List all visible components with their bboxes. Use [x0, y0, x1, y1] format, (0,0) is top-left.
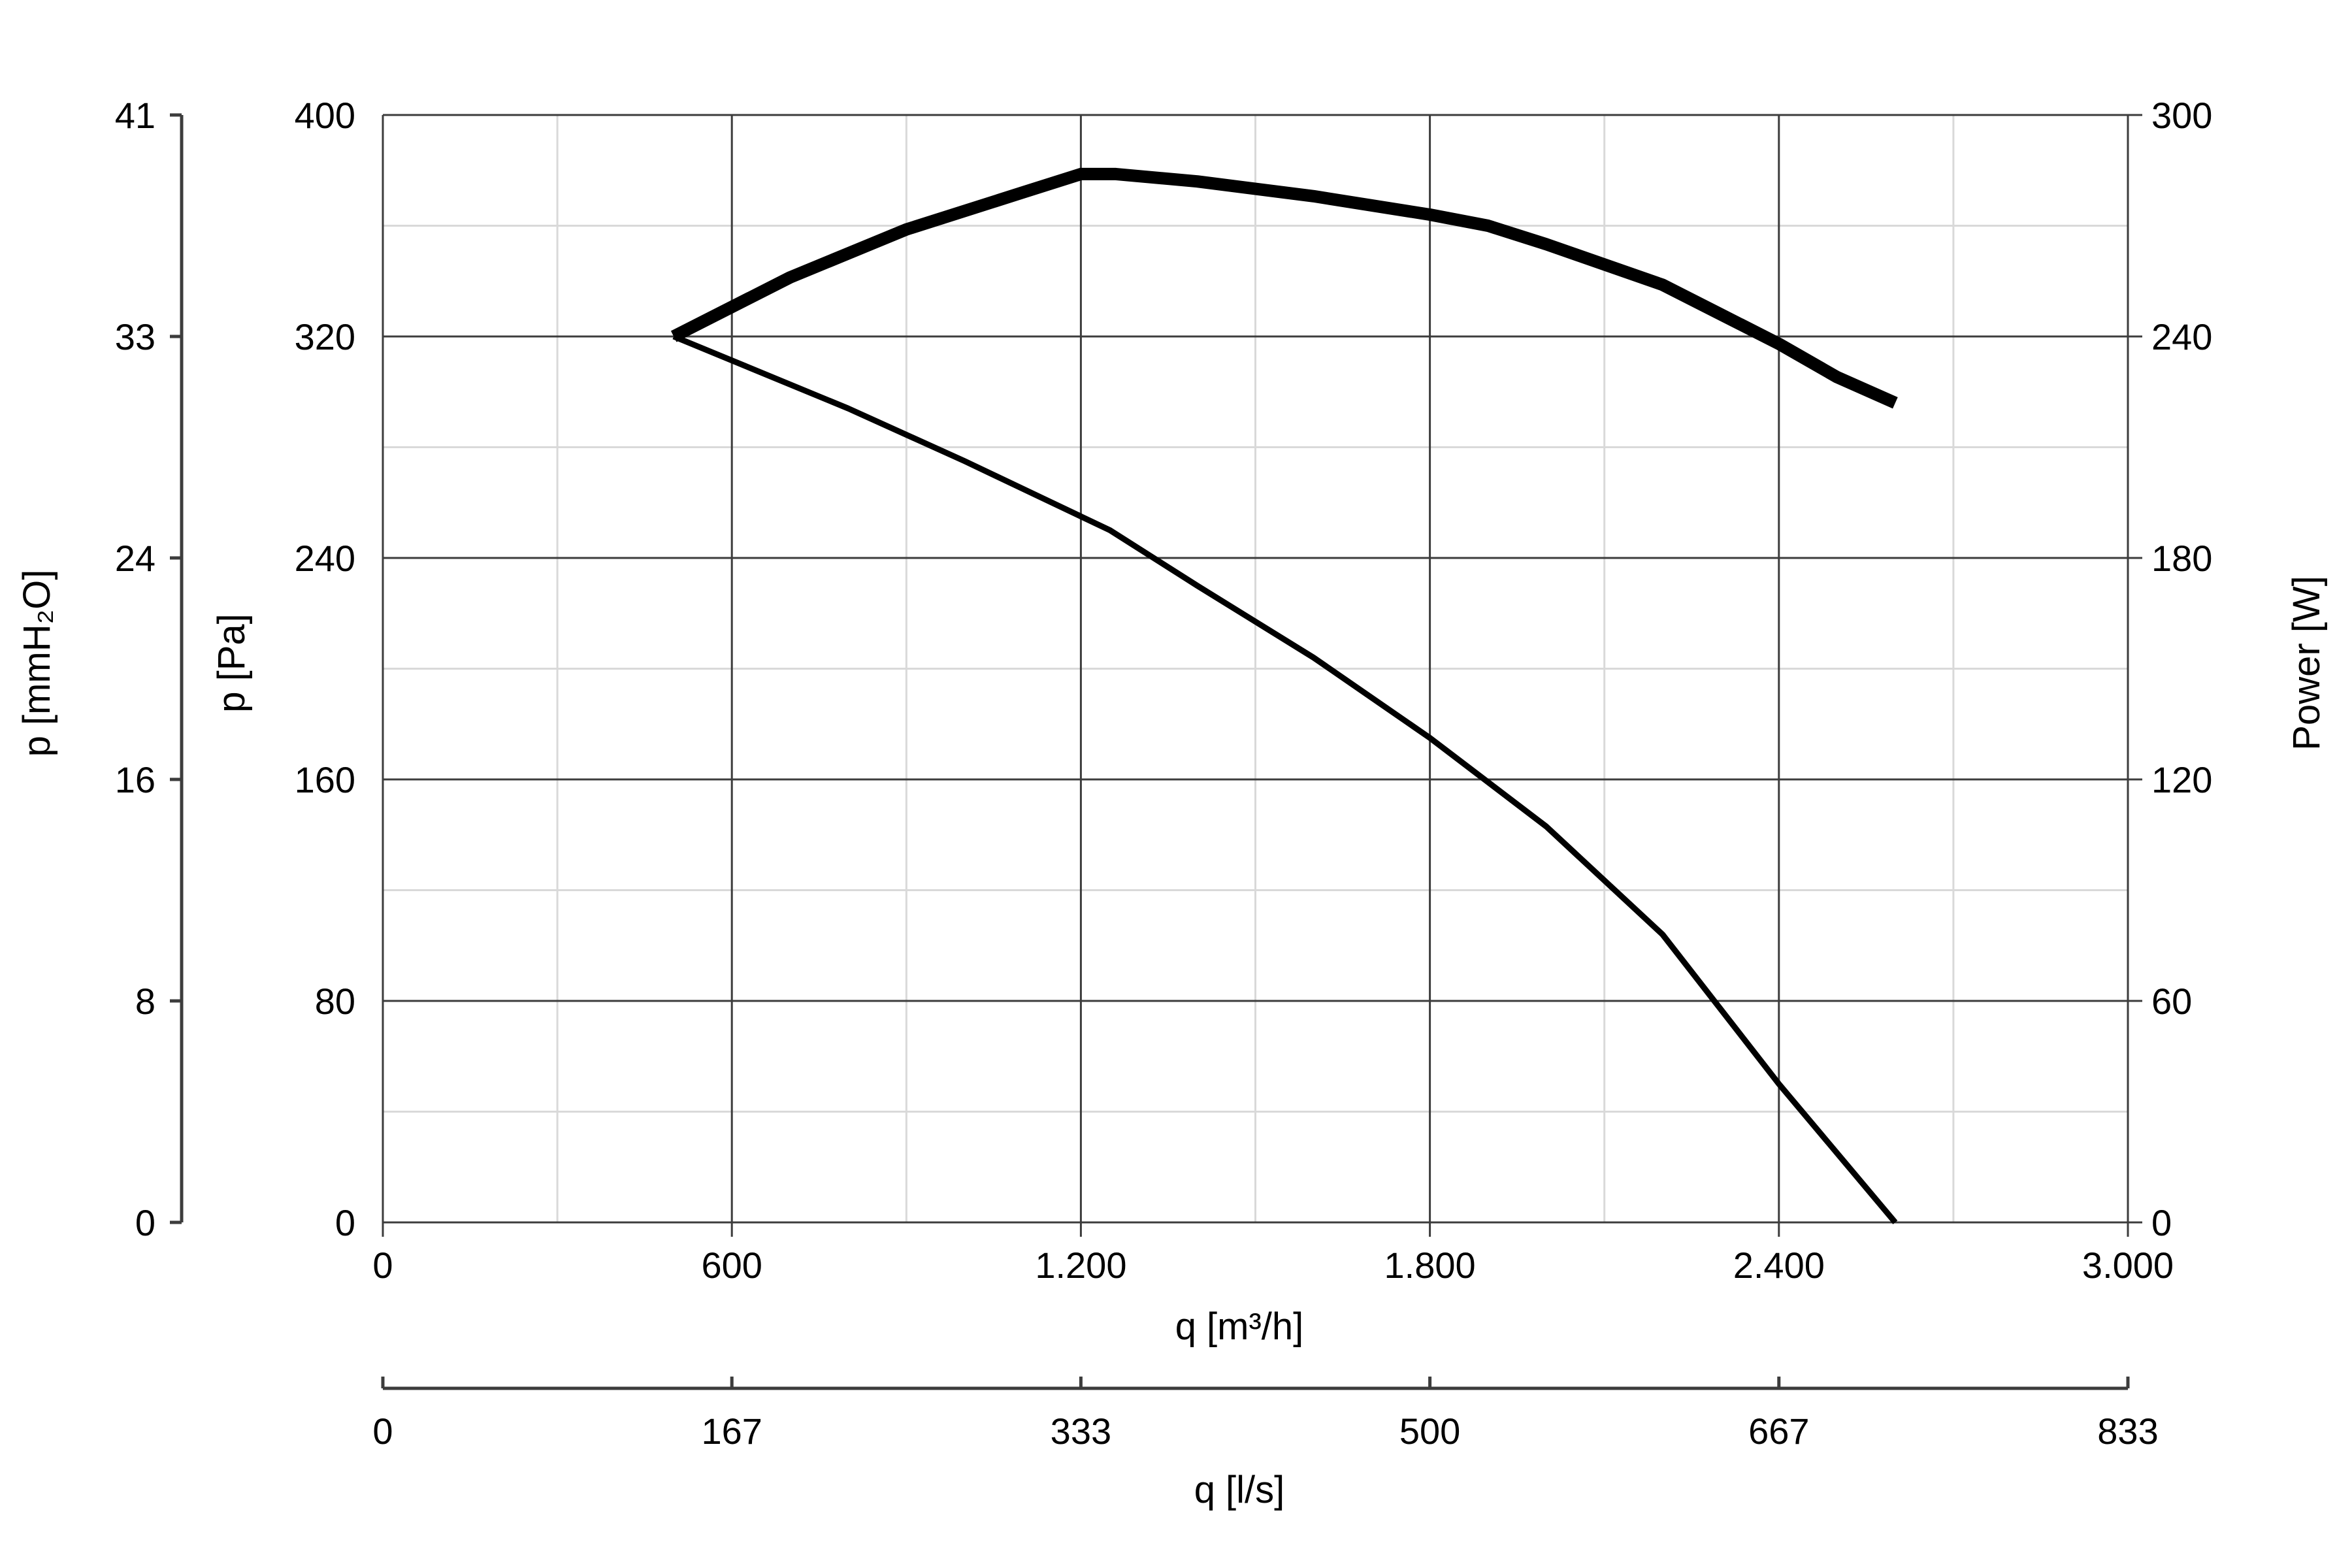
- y2-tick-label: 33: [115, 316, 155, 357]
- x2-axis-title: q [l/s]: [1194, 1469, 1285, 1511]
- grid: [382, 114, 2142, 1237]
- x2-tick-label: 333: [1051, 1411, 1111, 1452]
- x-tick-label: 1.200: [1035, 1245, 1126, 1286]
- x-axis-title: q [m³/h]: [1175, 1305, 1304, 1348]
- y-tick-label: 320: [295, 316, 355, 357]
- y3-axis-title: Power [W]: [2285, 576, 2328, 751]
- power-curve-line: [670, 167, 1898, 409]
- x-tick-label: 2.400: [1733, 1245, 1825, 1286]
- y2-tick-label: 8: [135, 981, 155, 1022]
- y-tick-label: 0: [335, 1202, 355, 1243]
- x2-tick-label: 667: [1748, 1411, 1809, 1452]
- x-tick-label: 3.000: [2082, 1245, 2174, 1286]
- y2-tick-label: 0: [135, 1202, 155, 1243]
- y3-tick-label: 0: [2151, 1202, 2172, 1243]
- x-tick-label: 600: [701, 1245, 762, 1286]
- y-axis-title: p [Pa]: [210, 613, 253, 713]
- y3-tick-label: 60: [2151, 981, 2192, 1022]
- y-tick-label: 240: [295, 538, 355, 579]
- x-tick-label: 1.800: [1384, 1245, 1476, 1286]
- y3-tick-label: 240: [2151, 316, 2212, 357]
- x2-tick-label: 833: [2097, 1411, 2158, 1452]
- y3-tick-label: 180: [2151, 538, 2212, 579]
- axes: [170, 113, 2130, 1390]
- y3-tick-label: 300: [2151, 95, 2212, 136]
- y-tick-label: 160: [295, 759, 355, 800]
- y2-tick-label: 24: [115, 538, 155, 579]
- pressure-curve-line: [672, 333, 1898, 1224]
- y2-tick-label: 41: [115, 95, 155, 136]
- x2-tick-label: 0: [372, 1411, 393, 1452]
- y-tick-label: 80: [315, 981, 355, 1022]
- series-layer: [670, 167, 1898, 1224]
- y3-tick-label: 120: [2151, 759, 2212, 800]
- x2-tick-label: 500: [1399, 1411, 1460, 1452]
- x-tick-label: 0: [372, 1245, 393, 1286]
- y2-axis-title: p [mmH₂O]: [16, 570, 58, 757]
- x2-tick-label: 167: [701, 1411, 762, 1452]
- tick-labels: 0 80 160 240 320 400 0 8 16 24 33 41 0 60 120 180 240 300…: [115, 95, 2213, 1452]
- y2-tick-label: 16: [115, 759, 155, 800]
- y-tick-label: 400: [295, 95, 355, 136]
